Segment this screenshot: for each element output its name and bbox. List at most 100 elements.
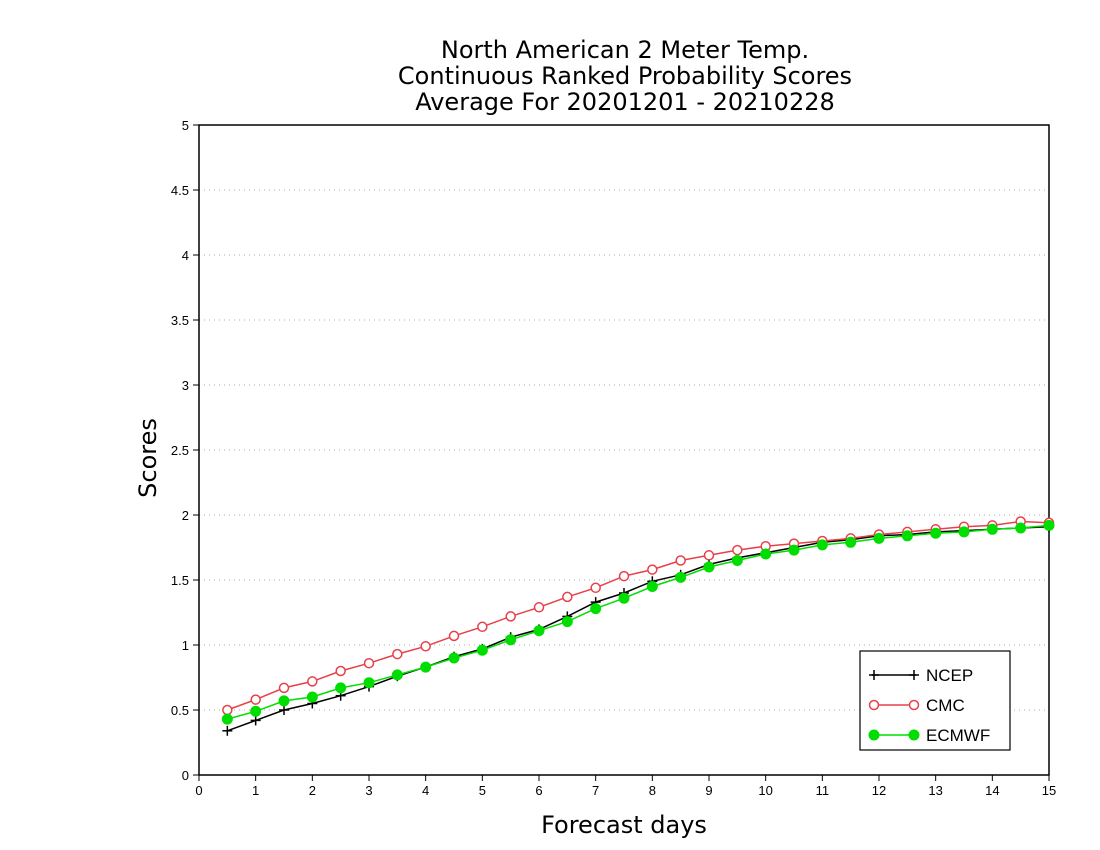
legend-marker-ncep: [909, 670, 919, 680]
x-tick-label: 7: [592, 783, 599, 798]
data-point-ecmwf: [221, 713, 233, 725]
data-point-ecmwf: [278, 695, 290, 707]
x-tick-label: 2: [309, 783, 316, 798]
data-point-cmc: [703, 550, 715, 561]
data-point-cmc: [732, 544, 743, 556]
data-point-ecmwf: [335, 682, 347, 694]
data-point-ecmwf: [420, 661, 432, 673]
data-point-cmc: [307, 676, 318, 687]
x-tick-label: 3: [365, 783, 372, 798]
data-point-cmc: [420, 641, 431, 652]
y-tick-label: 0: [182, 768, 189, 783]
x-tick-label: 15: [1042, 783, 1056, 798]
data-point-ecmwf: [561, 616, 573, 628]
data-point-ecmwf: [590, 603, 602, 615]
data-point-ecmwf: [958, 526, 970, 538]
data-point-ecmwf: [618, 592, 630, 604]
data-point-ecmwf: [760, 548, 772, 560]
y-tick-label: 5: [182, 118, 189, 133]
title-line-2: Continuous Ranked Probability Scores: [398, 62, 852, 90]
data-point-ecmwf: [448, 652, 460, 664]
data-point-ecmwf: [1043, 519, 1055, 531]
y-tick-label: 4: [182, 248, 189, 263]
y-tick-label: 0.5: [171, 703, 189, 718]
x-tick-label: 9: [705, 783, 712, 798]
y-tick-label: 3: [182, 378, 189, 393]
x-axis-label: Forecast days: [541, 811, 707, 839]
data-point-ecmwf: [533, 625, 545, 637]
legend-label-ncep: NCEP: [926, 666, 973, 685]
y-tick-label: 3.5: [171, 313, 189, 328]
data-point-ecmwf: [505, 634, 517, 646]
data-point-cmc: [363, 657, 375, 669]
x-tick-label: 0: [195, 783, 202, 798]
x-tick-label: 5: [479, 783, 486, 798]
data-point-ecmwf: [816, 539, 828, 551]
data-point-ecmwf: [703, 561, 715, 573]
series-cmc: [222, 516, 1055, 716]
data-point-ecmwf: [675, 571, 687, 583]
chart-title: North American 2 Meter Temp. Continuous …: [398, 36, 852, 116]
data-point-ecmwf: [250, 705, 262, 717]
data-point-ecmwf: [788, 544, 800, 556]
data-point-ecmwf: [930, 527, 942, 539]
title-line-1: North American 2 Meter Temp.: [441, 36, 809, 64]
data-point-ecmwf: [873, 532, 885, 544]
x-tick-label: 4: [422, 783, 429, 798]
x-tick-label: 6: [535, 783, 542, 798]
data-point-ncep: [250, 715, 261, 726]
x-tick-label: 14: [985, 783, 999, 798]
data-point-cmc: [448, 630, 460, 642]
y-tick-label: 2: [182, 508, 189, 523]
title-line-3: Average For 20201201 - 20210228: [415, 88, 835, 116]
x-tick-label: 8: [649, 783, 656, 798]
legend-box: [859, 650, 1011, 751]
data-point-cmc: [278, 682, 290, 694]
data-point-ncep: [222, 725, 233, 736]
data-point-cmc: [590, 582, 601, 594]
gridlines: [199, 189, 1049, 711]
data-point-ecmwf: [363, 677, 375, 689]
data-point-cmc: [562, 591, 573, 603]
legend-marker-ecmwf: [908, 729, 920, 741]
series-ecmwf: [221, 519, 1055, 725]
data-point-cmc: [477, 621, 488, 633]
x-tick-label: 13: [928, 783, 942, 798]
axes: 00.511.522.533.544.550 1 2 3 4 5 6 7 8 9 10 11 12 13 1…: [171, 118, 1056, 798]
legend-marker-cmc: [868, 699, 880, 711]
y-tick-label: 1: [182, 638, 189, 653]
y-tick-label: 2.5: [171, 443, 189, 458]
y-tick-label: 4.5: [171, 183, 189, 198]
data-point-ecmwf: [986, 523, 998, 535]
data-point-cmc: [647, 564, 658, 575]
data-point-cmc: [335, 665, 346, 677]
data-point-ecmwf: [901, 530, 913, 542]
legend-label-cmc: CMC: [926, 696, 965, 715]
data-point-ecmwf: [845, 536, 857, 548]
data-series: [221, 516, 1055, 736]
data-point-ecmwf: [646, 581, 658, 592]
data-point-ecmwf: [306, 691, 318, 703]
legend-label-ecmwf: ECMWF: [926, 726, 990, 745]
data-point-cmc: [675, 555, 686, 566]
data-point-ecmwf: [476, 644, 488, 656]
legend: NCEP CMC ECMWF: [859, 650, 1011, 751]
data-point-ecmwf: [391, 669, 403, 681]
legend-marker-ecmwf: [868, 729, 880, 741]
data-point-cmc: [505, 611, 516, 622]
data-point-ecmwf: [731, 555, 743, 566]
data-point-cmc: [533, 602, 545, 613]
legend-marker-ncep: [869, 670, 879, 680]
x-tick-label: 10: [758, 783, 772, 798]
data-point-ncep: [279, 705, 289, 715]
data-point-ecmwf: [1015, 522, 1027, 534]
y-tick-label: 1.5: [171, 573, 189, 588]
legend-marker-cmc: [908, 699, 920, 711]
data-point-cmc: [250, 694, 261, 705]
data-point-cmc: [392, 648, 403, 660]
x-tick-label: 1: [252, 783, 259, 798]
x-tick-label: 11: [816, 783, 830, 798]
x-tick-label: 12: [872, 783, 886, 798]
data-point-cmc: [222, 704, 233, 716]
